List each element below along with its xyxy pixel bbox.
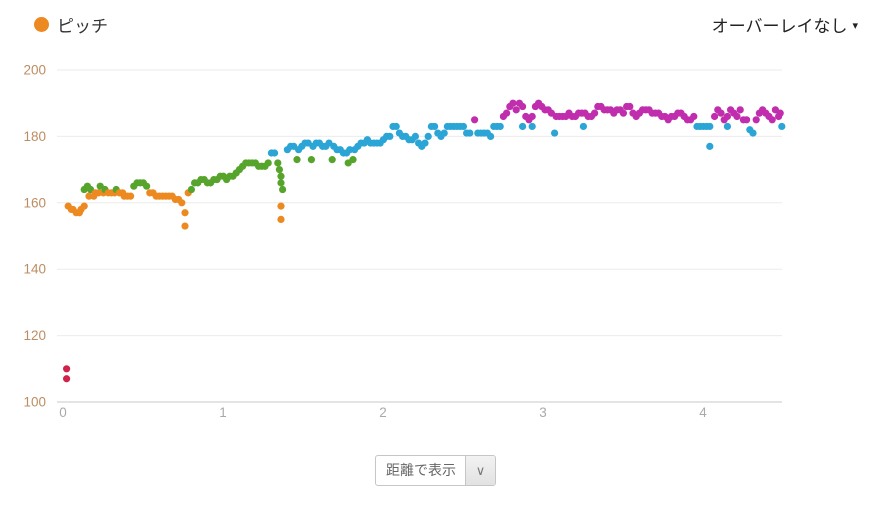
data-point [277,202,285,210]
x-tick-label: 2 [379,405,387,420]
data-point [471,116,479,124]
data-point [509,99,517,107]
data-point [496,122,504,131]
x-tick-label: 0 [59,405,67,420]
data-point [459,122,467,131]
legend-dot-icon [34,17,49,32]
data-point [392,122,400,131]
x-tick-label: 4 [699,405,707,420]
data-point [706,122,714,131]
data-point [181,222,189,230]
y-tick-label: 100 [23,395,46,410]
data-point [411,132,419,140]
data-point [528,112,536,121]
data-point [706,142,714,150]
data-point [512,106,520,114]
display-mode-value: 距離で表示 [386,462,456,478]
data-point [717,109,725,117]
chevron-down-icon: ∨ [465,456,495,485]
data-point [386,132,394,140]
data-point [279,185,287,194]
data-point [519,122,527,131]
data-point [690,112,698,121]
data-point [307,156,315,164]
x-tick-label: 1 [219,405,227,420]
data-point [424,132,432,140]
data-point [421,139,429,147]
data-point [768,116,776,124]
data-point [349,156,357,164]
data-point [749,129,757,137]
y-tick-label: 180 [23,129,46,144]
data-point [127,192,135,200]
data-point [264,159,272,167]
data-point [528,122,536,131]
data-point [503,109,511,117]
y-tick-label: 120 [23,328,46,343]
data-point [440,129,448,137]
data-point [63,375,71,383]
data-point [431,122,439,131]
data-point [626,102,634,111]
y-tick-label: 200 [23,63,46,78]
data-point [271,149,279,157]
overlay-dropdown[interactable]: オーバーレイなし ▾ [712,12,858,37]
data-point [778,122,786,131]
legend-label: ピッチ [57,17,108,36]
data-point [487,132,495,140]
data-point [723,122,732,131]
data-point [723,112,732,121]
data-point [187,185,195,194]
data-point [579,122,588,131]
data-point [736,106,744,114]
data-point [277,179,285,187]
legend-item-pitch[interactable]: ピッチ [34,12,108,37]
caret-down-icon: ▾ [852,20,858,32]
data-point [277,215,285,223]
x-tick-label: 3 [539,405,547,420]
data-point [466,129,474,137]
data-point [743,116,751,124]
data-point [293,156,301,164]
y-tick-label: 160 [23,195,46,210]
data-point [328,156,336,164]
y-tick-label: 140 [23,262,46,277]
overlay-dropdown-label: オーバーレイなし [711,17,848,36]
data-point [143,182,151,190]
data-point [63,365,71,373]
data-point [619,109,628,117]
data-point [752,116,760,124]
display-mode-select[interactable]: 距離で表示 ∨ [375,455,496,486]
pitch-scatter-chart: 100 120 140 160 180 200 0 1 2 3 4 [23,63,786,420]
data-point [776,109,784,117]
data-point [178,199,186,207]
data-point [275,166,283,174]
data-point [711,112,719,121]
data-point [277,172,285,180]
data-point [80,202,88,210]
data-point [274,159,282,167]
data-point [733,112,741,121]
data-point [551,129,559,137]
data-point [181,209,189,217]
data-point [591,109,599,117]
data-point [519,102,527,111]
